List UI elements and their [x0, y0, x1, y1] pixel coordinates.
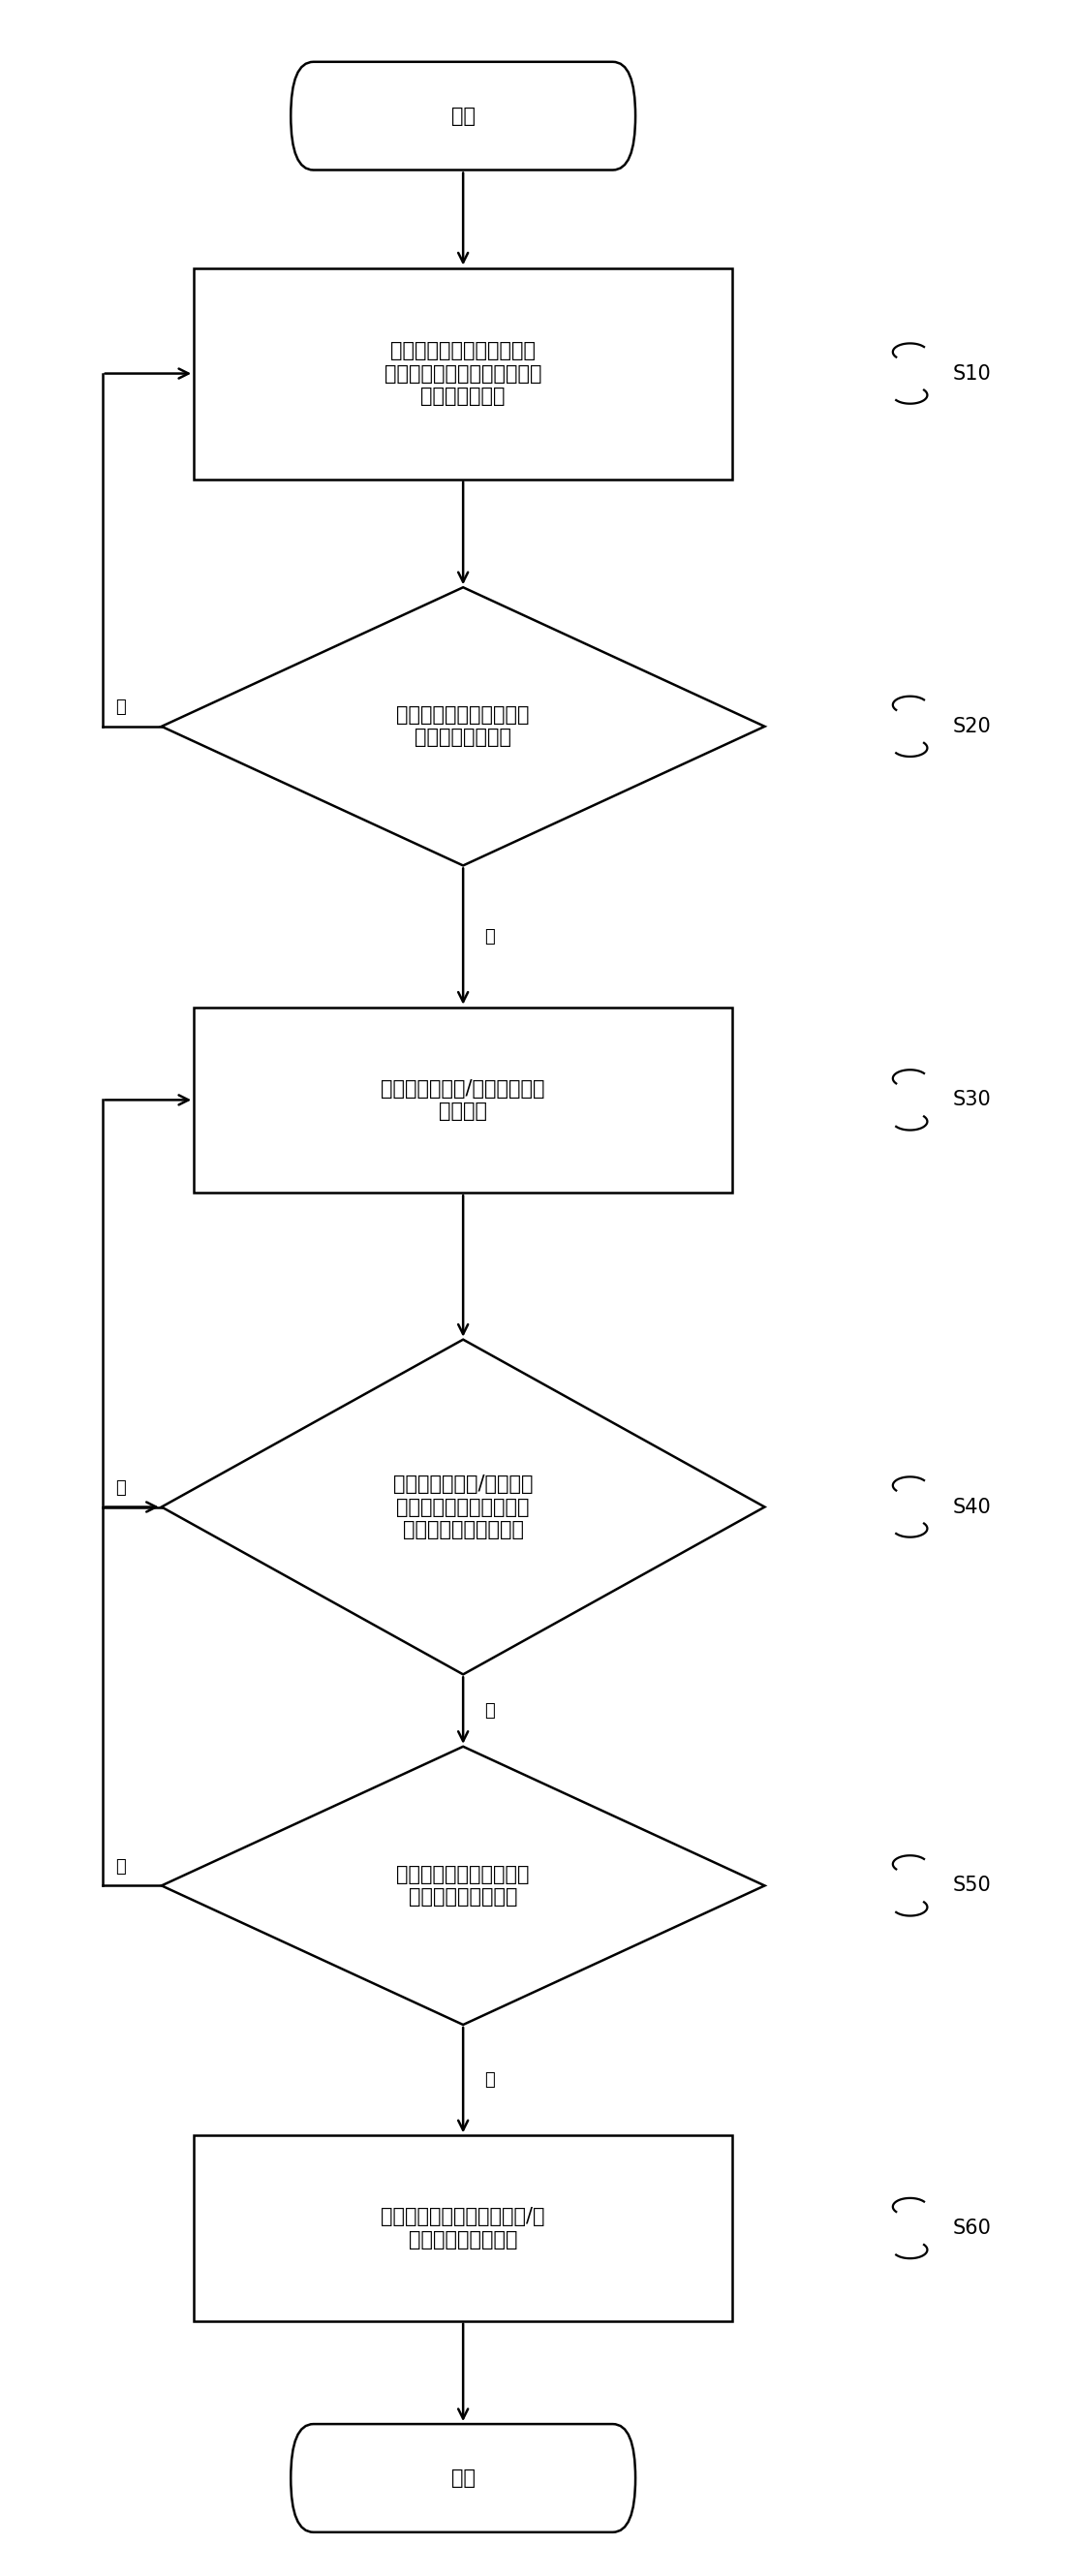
Text: 是: 是: [485, 927, 495, 945]
Bar: [194, 2136, 732, 2321]
FancyBboxPatch shape: [291, 2424, 635, 2532]
Text: 是: 是: [485, 1703, 495, 1718]
Text: S50: S50: [953, 1875, 992, 1896]
Polygon shape: [162, 587, 765, 866]
Text: 分别检测第一回路、第二回
路、第三回路以及第四回路中
的电磁阀的气压: 分别检测第一回路、第二回 路、第三回路以及第四回路中 的电磁阀的气压: [384, 343, 542, 404]
Text: S60: S60: [953, 2218, 992, 2239]
Bar: [194, 1007, 732, 1193]
Text: 否: 否: [115, 698, 126, 716]
Text: S10: S10: [953, 363, 992, 384]
Text: 否: 否: [115, 1479, 126, 1497]
FancyBboxPatch shape: [291, 62, 635, 170]
Polygon shape: [162, 1747, 765, 2025]
Text: 开始: 开始: [451, 106, 475, 126]
Text: 否: 否: [115, 1857, 126, 1875]
Text: 打开第一回路和/或第二回路中
的电磁阀: 打开第一回路和/或第二回路中 的电磁阀: [381, 1079, 545, 1121]
Text: S20: S20: [953, 716, 992, 737]
Text: 确认第一回路和第二回路
的电磁阀是否打开？: 确认第一回路和第二回路 的电磁阀是否打开？: [396, 1865, 530, 1906]
Text: 判断第三回路和/或第四回
路中的气压对应的压力信
号是否达到第二预设值: 判断第三回路和/或第四回 路中的气压对应的压力信 号是否达到第二预设值: [393, 1476, 533, 1538]
Text: 判断四条回路的气压是否
达到第一预设值？: 判断四条回路的气压是否 达到第一预设值？: [396, 706, 530, 747]
Text: 延迟一时间打开第三回路和/或
第四回路中的电磁阀: 延迟一时间打开第三回路和/或 第四回路中的电磁阀: [381, 2208, 545, 2249]
Text: S40: S40: [953, 1497, 992, 1517]
Text: 是: 是: [485, 2071, 495, 2089]
Text: S30: S30: [953, 1090, 992, 1110]
Text: 结束: 结束: [451, 2468, 475, 2488]
Bar: [194, 268, 732, 479]
Polygon shape: [162, 1340, 765, 1674]
